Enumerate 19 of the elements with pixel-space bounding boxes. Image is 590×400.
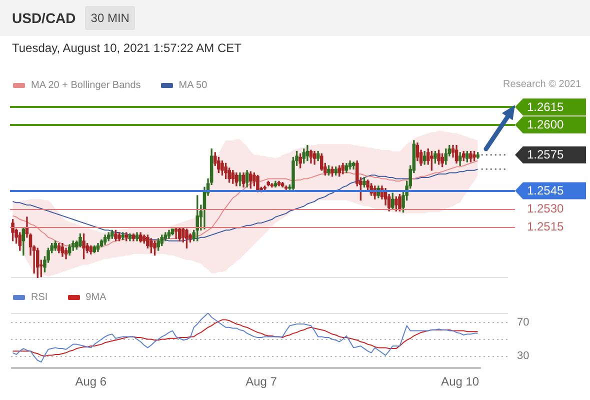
text: Tuesday, August 10, 2021 1:57:22 AM CET [12,41,242,55]
y-tick-label: 1.2600 [527,118,564,132]
y-tick-label: 1.2615 [527,100,564,114]
chart-title: USD/CAD [12,10,76,26]
x-tick-label: Aug 7 [246,374,278,389]
legend-label: MA 50 [178,80,208,90]
y-tick-label: 1.2515 [527,219,564,234]
chart-subtitle: 30 MIN [84,6,136,30]
y-tick-label: 30 [517,350,530,362]
x-tick-label: Aug 6 [75,374,107,389]
legend-label: MA 20 + Bollinger Bands [31,80,141,90]
y-tick-label: 70 [517,316,530,328]
x-tick-label: Aug 10 [441,374,480,389]
y-tick-label: 1.2575 [527,148,564,162]
y-tick-label: 1.2545 [527,184,564,198]
legend-label: 9MA [86,292,106,302]
y-tick-label: 1.2530 [527,201,564,216]
text: Research © 2021 [503,79,581,91]
legend-label: RSI [31,292,48,302]
